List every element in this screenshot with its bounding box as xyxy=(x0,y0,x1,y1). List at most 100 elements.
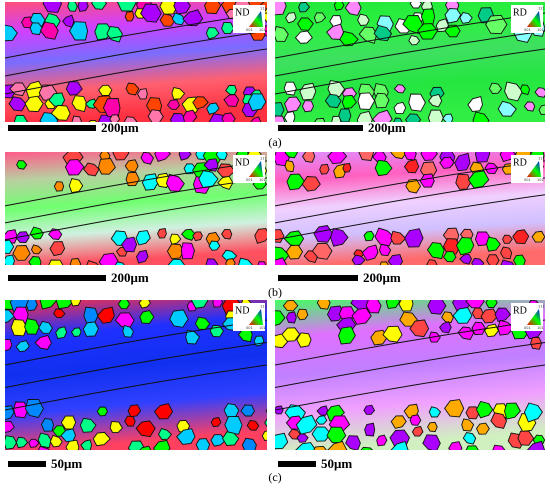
grain xyxy=(295,414,318,435)
grain xyxy=(428,93,443,108)
grain xyxy=(387,254,403,265)
grain xyxy=(472,111,490,122)
grain xyxy=(98,158,116,175)
grain xyxy=(257,261,267,265)
grain xyxy=(405,113,422,122)
grain xyxy=(402,15,424,34)
grain xyxy=(5,435,18,450)
grain xyxy=(67,2,78,12)
grain xyxy=(439,321,452,334)
grain xyxy=(283,110,296,122)
grain xyxy=(523,101,536,112)
grain xyxy=(344,2,362,16)
grain xyxy=(285,12,297,24)
grain-boundary xyxy=(275,48,545,95)
grain xyxy=(409,319,430,338)
grain-boundary xyxy=(275,342,545,388)
ipf-triangle xyxy=(527,309,541,325)
grain xyxy=(283,81,297,96)
grain xyxy=(192,96,209,110)
grain xyxy=(114,261,125,265)
grain xyxy=(459,253,473,265)
grain xyxy=(427,300,447,315)
grain xyxy=(316,405,329,416)
grain xyxy=(419,173,435,188)
grain xyxy=(341,94,357,109)
grain xyxy=(24,95,44,113)
grain xyxy=(376,434,388,447)
grain xyxy=(112,152,130,161)
grain xyxy=(15,340,30,353)
scale-bar xyxy=(8,461,46,467)
grain xyxy=(275,102,285,118)
ipf-top: 111 xyxy=(538,7,545,11)
grain xyxy=(70,327,82,337)
grain xyxy=(238,257,254,265)
grain xyxy=(351,307,372,325)
grain xyxy=(439,156,455,169)
grain xyxy=(475,422,490,435)
grain xyxy=(223,94,240,107)
grain xyxy=(455,237,475,256)
grain xyxy=(127,440,145,450)
ipf-right: 101 xyxy=(259,178,266,182)
grain-boundary xyxy=(275,12,545,59)
grain xyxy=(462,431,477,445)
grain xyxy=(442,251,457,263)
grain xyxy=(166,243,185,260)
grain xyxy=(428,406,442,418)
grain xyxy=(296,308,309,321)
grain xyxy=(294,30,313,44)
ipf-triangle xyxy=(527,11,541,27)
grain xyxy=(315,415,328,425)
grain xyxy=(298,2,311,13)
grain xyxy=(454,152,471,172)
grain xyxy=(182,9,204,27)
grain xyxy=(169,309,189,328)
grain xyxy=(408,93,426,112)
grain xyxy=(246,420,260,431)
grain-boundary xyxy=(5,30,267,77)
grain xyxy=(512,254,526,265)
panel-label: (a) xyxy=(268,135,281,149)
grain xyxy=(517,430,535,446)
grain xyxy=(64,159,85,176)
grain xyxy=(49,434,63,448)
grain xyxy=(121,236,138,253)
grain xyxy=(364,422,376,437)
grain xyxy=(40,418,55,432)
grain xyxy=(34,334,52,351)
panel-label: (b) xyxy=(268,285,282,299)
ipf-left: 001 xyxy=(524,326,531,330)
grain xyxy=(275,310,286,326)
ipf-triangle xyxy=(249,309,263,325)
grain xyxy=(275,2,287,16)
grain xyxy=(390,152,408,160)
grain xyxy=(486,236,501,252)
grain xyxy=(53,181,65,192)
grain xyxy=(138,300,151,309)
grain xyxy=(499,246,513,260)
grain xyxy=(217,175,234,190)
grain xyxy=(173,2,191,15)
grain xyxy=(205,258,219,265)
grain xyxy=(285,311,297,324)
grain xyxy=(127,404,142,418)
grain xyxy=(327,152,348,165)
grain-boundary xyxy=(5,177,267,224)
grain xyxy=(316,300,331,310)
grain xyxy=(301,176,321,192)
grain xyxy=(345,435,361,450)
ipf-right: 101 xyxy=(537,28,544,32)
grain xyxy=(204,2,222,15)
grain xyxy=(178,152,192,161)
grain xyxy=(13,115,28,122)
grain xyxy=(135,420,156,438)
grain xyxy=(221,21,235,35)
grain xyxy=(492,444,506,450)
grain xyxy=(499,152,516,163)
grain xyxy=(485,14,508,35)
ipf-right: 101 xyxy=(537,178,544,182)
grain xyxy=(159,13,176,27)
grain xyxy=(30,244,43,255)
